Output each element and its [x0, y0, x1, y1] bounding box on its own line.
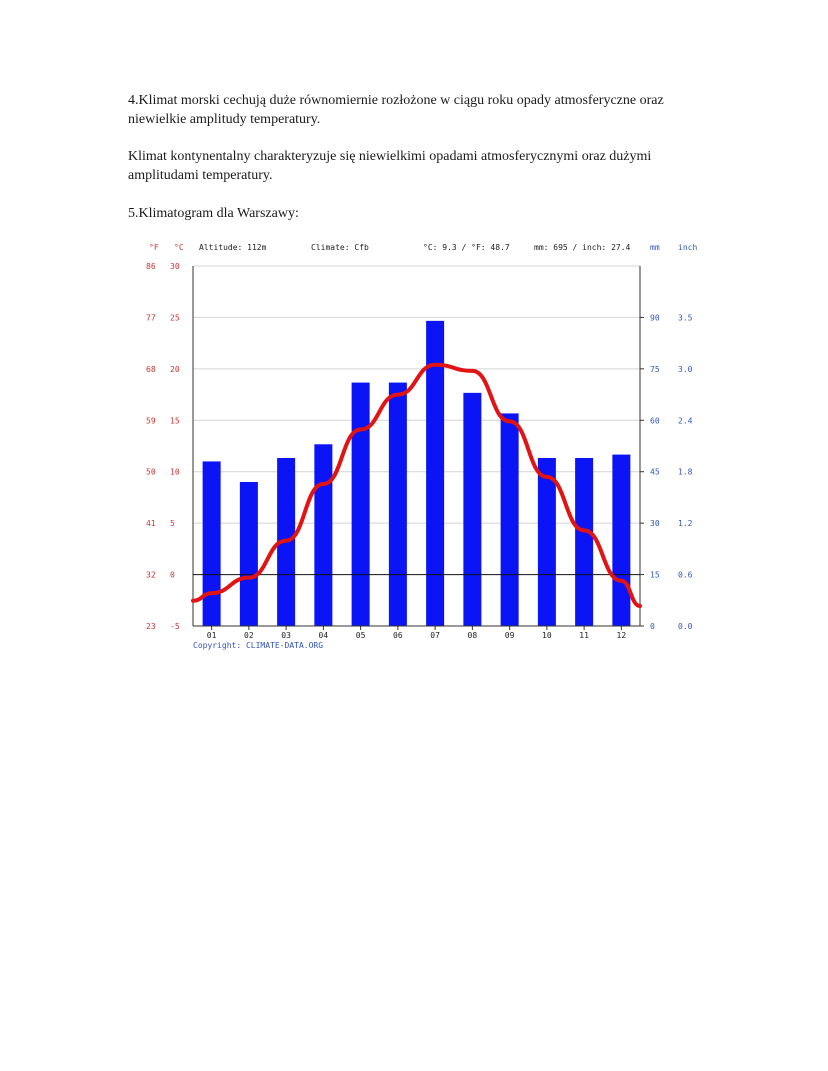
temperature-line: [191, 362, 642, 608]
total-precipitation-label: mm: 695 / inch: 27.4: [534, 243, 631, 252]
tick-label-mm: 60: [650, 416, 660, 425]
month-label: 07: [430, 631, 440, 640]
tick-label-inch: 3.0: [678, 365, 693, 374]
tick-label-fahrenheit: 77: [146, 313, 156, 322]
month-label: 08: [468, 631, 478, 640]
axes: [192, 266, 644, 630]
section-heading: 5.Klimatogram dla Warszawy:: [128, 206, 299, 221]
avg-temperature-label: °C: 9.3 / °F: 48.7: [423, 243, 510, 252]
tick-label-fahrenheit: 86: [146, 262, 156, 271]
paragraph-maritime-climate: 4.Klimat morski cechują duże równomierni…: [128, 93, 664, 127]
month-label: 02: [244, 631, 254, 640]
climate-type-label: Climate: Cfb: [311, 243, 369, 252]
tick-label-celsius: 25: [170, 313, 180, 322]
month-label: 01: [207, 631, 217, 640]
gridlines: [193, 265, 640, 524]
tick-label-mm: 75: [650, 365, 660, 374]
precipitation-bar: [612, 454, 631, 626]
unit-inch-label: inch: [678, 243, 697, 252]
precipitation-bar: [537, 458, 556, 626]
tick-label-celsius: 30: [170, 262, 180, 271]
tick-label-fahrenheit: 23: [146, 622, 156, 631]
tick-label-inch: 1.8: [678, 468, 693, 477]
tick-label-celsius: 10: [170, 468, 180, 477]
precipitation-bar: [463, 392, 482, 626]
tick-label-celsius: -5: [170, 622, 180, 631]
paragraph-continental-climate: Klimat kontynentalny charakteryzuje się …: [128, 149, 652, 183]
tick-label-inch: 0.0: [678, 622, 693, 631]
tick-label-inch: 0.6: [678, 571, 693, 580]
copyright-label: Copyright: CLIMATE-DATA.ORG: [193, 641, 323, 650]
tick-label-fahrenheit: 68: [146, 365, 156, 374]
tick-label-mm: 15: [650, 571, 660, 580]
tick-label-mm: 30: [650, 519, 660, 528]
altitude-label: Altitude: 112m: [199, 243, 267, 252]
tick-label-mm: 0: [650, 622, 655, 631]
unit-celsius-label: °C: [174, 243, 184, 252]
month-label: 04: [319, 631, 329, 640]
month-label: 12: [617, 631, 627, 640]
tick-label-celsius: 15: [170, 416, 180, 425]
tick-labels: -5 23 0 32 5 41 10 50 15 59 20 68 25 77 30 86 0 0.0 15 0.6 3…: [146, 262, 693, 640]
tick-label-mm: 90: [650, 313, 660, 322]
temperature-curve: [191, 362, 642, 608]
tick-label-celsius: 20: [170, 365, 180, 374]
tick-label-fahrenheit: 59: [146, 416, 156, 425]
month-label: 05: [356, 631, 366, 640]
precipitation-bar: [202, 461, 221, 626]
month-label: 10: [542, 631, 552, 640]
unit-fahrenheit-label: °F: [149, 243, 159, 252]
precipitation-bar: [426, 320, 445, 626]
tick-label-mm: 45: [650, 468, 660, 477]
precipitation-bar: [388, 382, 407, 626]
unit-mm-label: mm: [650, 243, 660, 252]
tick-label-fahrenheit: 41: [146, 519, 156, 528]
month-label: 03: [281, 631, 291, 640]
precipitation-bar: [351, 382, 370, 626]
precipitation-bar: [500, 413, 519, 626]
month-label: 06: [393, 631, 403, 640]
tick-label-inch: 2.4: [678, 416, 693, 425]
precipitation-bar: [575, 458, 594, 626]
month-label: 09: [505, 631, 515, 640]
tick-label-fahrenheit: 32: [146, 571, 156, 580]
tick-label-inch: 3.5: [678, 313, 693, 322]
precipitation-bars: [202, 320, 631, 626]
tick-label-celsius: 0: [170, 571, 175, 580]
precipitation-bar: [314, 444, 333, 626]
tick-label-fahrenheit: 50: [146, 468, 156, 477]
tick-label-inch: 1.2: [678, 519, 693, 528]
month-label: 11: [579, 631, 589, 640]
tick-label-celsius: 5: [170, 519, 175, 528]
precipitation-bar: [239, 482, 258, 626]
